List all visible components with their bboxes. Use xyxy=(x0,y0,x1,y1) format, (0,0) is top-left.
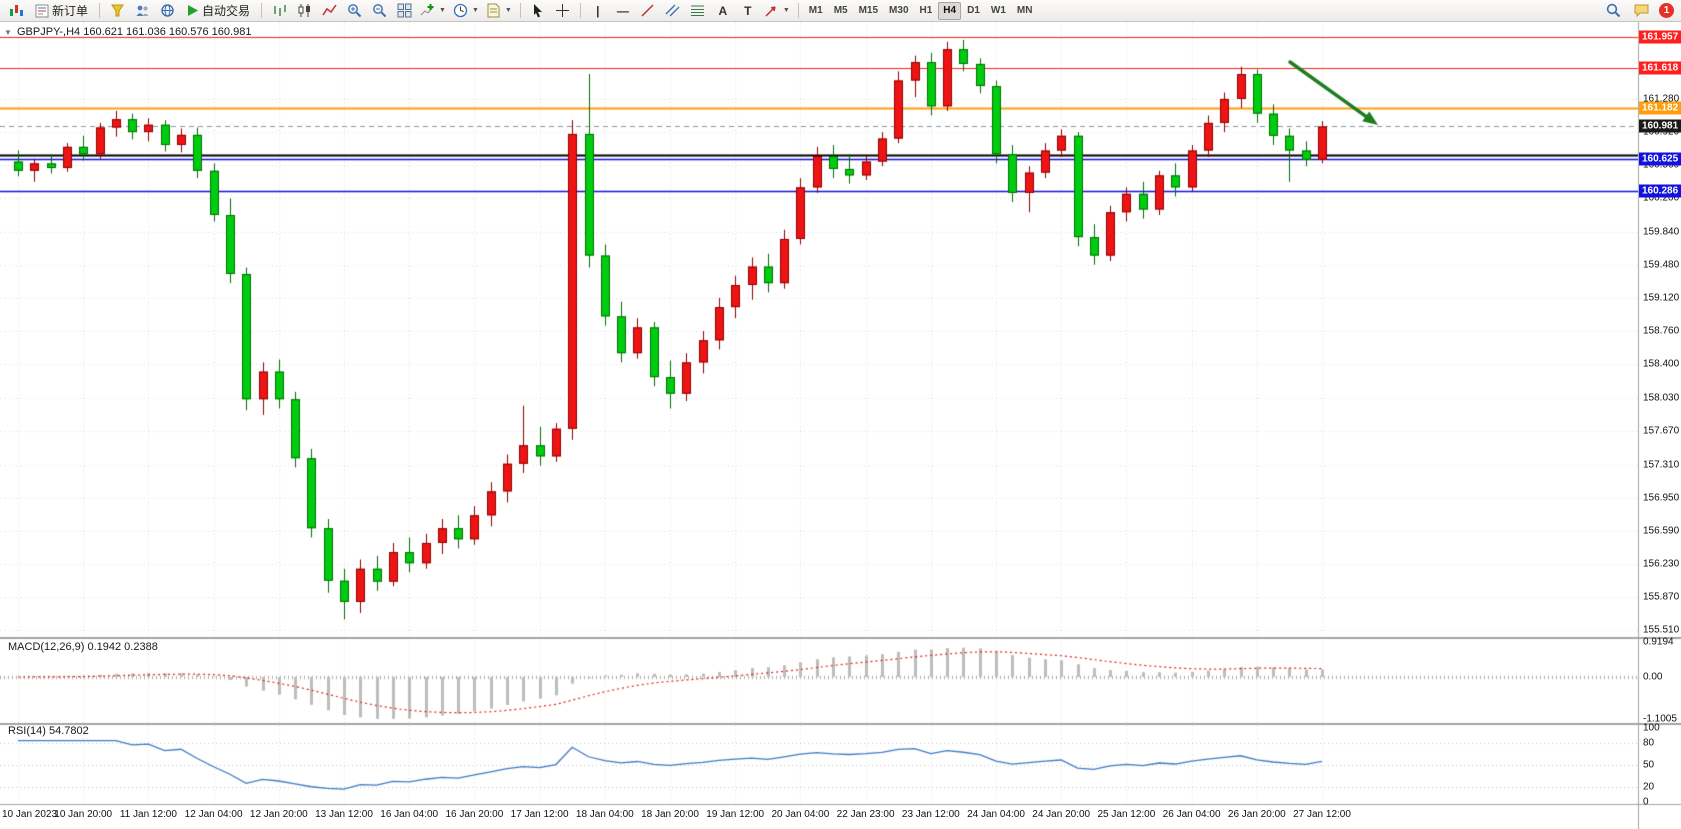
chat-button[interactable] xyxy=(1630,1,1654,21)
timeframe-w1-button[interactable]: W1 xyxy=(990,5,1006,16)
arrows-caret-icon: ▼ xyxy=(782,7,790,14)
autotrading-button[interactable]: 自动交易 xyxy=(180,1,256,21)
toolbar-separator xyxy=(579,3,581,18)
market-watch-icon xyxy=(136,5,149,16)
community-globe-icon xyxy=(160,4,174,17)
candlestick-chart-icon xyxy=(298,4,310,17)
crosshair-button[interactable] xyxy=(551,1,575,21)
periods-caret-icon: ▼ xyxy=(471,7,479,14)
toolbar-separator xyxy=(519,3,521,18)
toolbar-right-group: 1 xyxy=(1601,1,1677,21)
candlestick-chart-button[interactable] xyxy=(292,1,316,21)
new-order-icon xyxy=(35,4,49,17)
community-button[interactable] xyxy=(155,1,179,21)
search-button[interactable] xyxy=(1601,1,1625,21)
tile-windows-button[interactable] xyxy=(392,1,416,21)
arrows-icon xyxy=(765,6,776,17)
toolbar-separator xyxy=(797,3,799,18)
chart-window: ▼ GBPJPY-,H4 160.621 161.036 160.576 160… xyxy=(0,22,1681,829)
crosshair-icon xyxy=(556,4,570,17)
autotrading-play-icon xyxy=(188,5,199,16)
toolbar: 新订单 自动交易 ▼ ▼ ▼ xyxy=(0,0,1681,22)
notification-badge[interactable]: 1 xyxy=(1659,3,1674,18)
text-label-button[interactable]: T xyxy=(736,1,760,21)
indicators-button[interactable]: ▼ xyxy=(417,1,449,21)
cursor-icon xyxy=(534,4,543,18)
toolbar-separator xyxy=(99,3,101,18)
candlestick-chart-canvas[interactable] xyxy=(0,22,1681,829)
new-order-label: 新订单 xyxy=(52,4,89,18)
new-order-button[interactable]: 新订单 xyxy=(29,1,94,21)
autotrading-label: 自动交易 xyxy=(202,4,251,18)
timeframe-m1-button[interactable]: M1 xyxy=(808,5,823,16)
timeframe-m15-button[interactable]: M15 xyxy=(858,5,879,16)
indicators-icon xyxy=(420,4,434,16)
trendline-button[interactable] xyxy=(636,1,660,21)
zoom-out-icon xyxy=(372,4,386,18)
toolbar-separator xyxy=(261,3,263,18)
timeframe-h1-button[interactable]: H1 xyxy=(919,5,933,16)
timeframe-m5-button[interactable]: M5 xyxy=(833,5,848,16)
vertical-line-icon: | xyxy=(596,3,600,18)
templates-caret-icon: ▼ xyxy=(504,7,512,14)
channel-button[interactable] xyxy=(661,1,685,21)
chat-icon xyxy=(1634,4,1649,18)
bar-chart-button[interactable] xyxy=(267,1,291,21)
timeframe-mn-button[interactable]: MN xyxy=(1016,5,1033,16)
indicators-caret-icon: ▼ xyxy=(439,7,446,14)
zoom-in-button[interactable] xyxy=(342,1,366,21)
equidistant-channel-icon xyxy=(665,4,680,17)
fibonacci-button[interactable] xyxy=(686,1,710,21)
new-chart-icon xyxy=(9,5,23,16)
text-label-icon: T xyxy=(744,3,752,18)
market-watch-button[interactable] xyxy=(130,1,154,21)
metaeditor-icon xyxy=(110,4,124,17)
line-chart-button[interactable] xyxy=(317,1,341,21)
trendline-icon xyxy=(641,4,654,17)
zoom-in-icon xyxy=(347,4,361,18)
new-chart-button[interactable] xyxy=(4,1,28,21)
template-icon xyxy=(487,3,500,18)
search-icon xyxy=(1606,3,1620,18)
vertical-line-button[interactable]: | xyxy=(586,1,610,21)
cursor-button[interactable] xyxy=(526,1,550,21)
timeframe-d1-button[interactable]: D1 xyxy=(967,5,980,16)
timeframe-h4-button[interactable]: H4 xyxy=(938,1,962,20)
clock-icon xyxy=(453,3,468,18)
arrows-button[interactable]: ▼ xyxy=(761,1,793,21)
line-chart-icon xyxy=(321,4,337,16)
bar-chart-icon xyxy=(273,5,286,16)
text-icon: A xyxy=(718,3,728,18)
timeframe-m30-button[interactable]: M30 xyxy=(889,5,909,16)
zoom-out-button[interactable] xyxy=(367,1,391,21)
tile-windows-icon xyxy=(397,3,412,18)
horizontal-line-icon: — xyxy=(616,3,629,18)
horizontal-line-button[interactable]: — xyxy=(611,1,635,21)
periods-button[interactable]: ▼ xyxy=(450,1,482,21)
text-button[interactable]: A xyxy=(711,1,735,21)
templates-button[interactable]: ▼ xyxy=(483,1,515,21)
metaeditor-button[interactable] xyxy=(105,1,129,21)
fibonacci-icon xyxy=(691,5,705,16)
